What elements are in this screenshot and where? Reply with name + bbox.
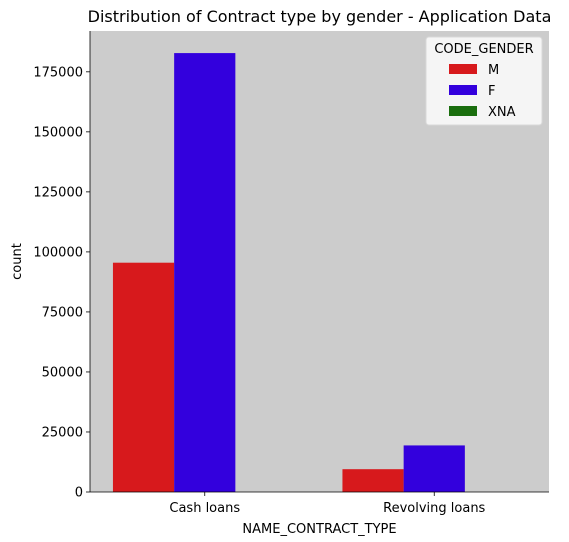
legend-swatch-m	[449, 64, 477, 74]
y-tick-label: 100000	[33, 245, 83, 260]
legend-frame	[425, 36, 543, 126]
y-tick-label: 75000	[42, 305, 83, 320]
y-tick-label: 25000	[42, 425, 83, 440]
y-axis: 0 25000 50000 75000 100000 125000 150000 175000	[33, 31, 91, 501]
bar-f-revolving-loans	[403, 445, 465, 492]
y-tick-label: 50000	[42, 365, 83, 380]
bar-m-cash-loans	[112, 262, 175, 492]
legend-swatch-xna	[449, 106, 477, 116]
chart-title: Distribution of Contract type by gender …	[88, 7, 552, 26]
y-tick-label: 125000	[33, 185, 83, 200]
legend-title: CODE_GENDER	[434, 42, 533, 57]
bar-m-revolving-loans	[342, 469, 404, 492]
y-tick-label: 150000	[33, 125, 83, 140]
y-axis-label: count	[10, 243, 25, 280]
x-tick-label: Cash loans	[169, 501, 240, 516]
x-axis: Cash loans Revolving loans	[90, 491, 549, 516]
legend: CODE_GENDER MF XNA	[425, 36, 543, 126]
y-tick-label: 0	[75, 486, 83, 501]
legend-label-xna: XNA	[488, 105, 516, 120]
bars	[112, 53, 465, 492]
legend-swatch-f	[449, 85, 477, 95]
legend-items: MF XNA	[449, 63, 516, 120]
legend-label-f: F	[488, 84, 495, 99]
bar-f-cash-loans	[174, 53, 236, 492]
x-tick-label: Revolving loans	[383, 501, 485, 516]
y-tick-label: 175000	[33, 65, 83, 80]
legend-label-m: M	[488, 63, 499, 78]
x-axis-label: NAME_CONTRACT_TYPE	[242, 522, 396, 537]
